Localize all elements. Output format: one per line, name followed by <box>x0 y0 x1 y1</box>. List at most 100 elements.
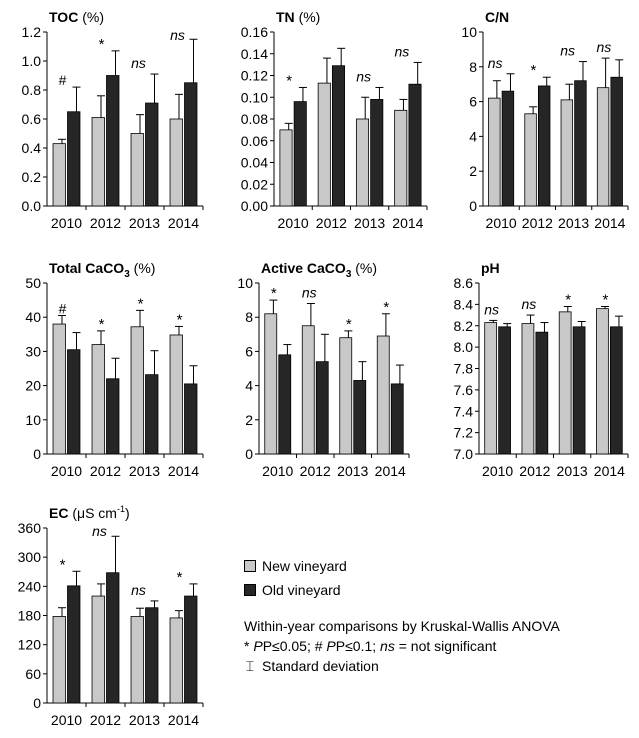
bar-new <box>317 82 331 207</box>
p10-text: P≤0.1; <box>335 638 381 654</box>
bar-old <box>609 326 623 455</box>
y-tick-label: 300 <box>18 549 42 565</box>
y-tick-label: 7.0 <box>454 446 474 462</box>
bar-old <box>501 90 515 207</box>
x-tick-label: 2010 <box>262 463 293 479</box>
x-tick-label: 2014 <box>594 463 625 479</box>
y-tick-label: 6 <box>469 94 477 110</box>
x-tick-label: 2010 <box>486 215 517 231</box>
chart-title: pH <box>481 260 500 276</box>
significance-label: ns <box>521 296 536 312</box>
y-tick-label: 8.6 <box>454 275 474 291</box>
chart-title-main: EC <box>49 505 68 521</box>
y-tick-label: 120 <box>18 637 42 653</box>
significance-label: ns <box>302 285 317 301</box>
x-tick-label: 2012 <box>300 463 331 479</box>
chart-title-main: TN <box>276 9 295 25</box>
y-tick-label: 8.4 <box>454 296 474 312</box>
bar-new <box>52 323 66 455</box>
bar-old <box>184 82 198 207</box>
bar-old <box>408 83 422 207</box>
sd-label: Standard deviation <box>262 658 379 674</box>
significance-label: * <box>602 292 608 309</box>
chart-title-main: Total CaCO <box>49 260 124 276</box>
bar-new <box>560 99 574 207</box>
p-italic-1: P <box>253 638 263 654</box>
chart-title-main: pH <box>481 260 500 276</box>
x-tick-label: 2014 <box>168 463 199 479</box>
legend-note-significance: * PP≤0.05; # PP≤0.1; ns = not significan… <box>244 636 496 656</box>
y-tick-label: 2 <box>245 412 253 428</box>
y-tick-label: 8 <box>245 309 253 325</box>
bar-new <box>301 325 315 455</box>
bar-old <box>574 80 587 207</box>
chart-title: TN (%) <box>276 9 320 25</box>
x-tick-label: 2013 <box>337 463 368 479</box>
bar-new <box>169 334 183 455</box>
x-tick-label: 2014 <box>392 215 423 231</box>
x-tick-label: 2012 <box>522 215 553 231</box>
bar-new <box>488 97 501 207</box>
bar-old <box>370 99 384 207</box>
significance-label: * <box>99 316 105 333</box>
y-tick-label: 20 <box>25 378 41 394</box>
x-tick-label: 2014 <box>375 463 406 479</box>
y-tick-label: 2 <box>469 163 477 179</box>
x-tick-label: 2012 <box>90 215 121 231</box>
bar-old <box>278 354 292 455</box>
bar-new <box>596 87 610 207</box>
x-tick-label: 2013 <box>129 215 160 231</box>
x-tick-label: 2010 <box>51 463 82 479</box>
significance-label: ns <box>170 27 185 43</box>
ns-description: = not significant <box>394 638 497 654</box>
x-tick-label: 2013 <box>558 215 589 231</box>
chart-title-subscript: 3 <box>346 269 352 280</box>
x-tick-label: 2014 <box>594 215 625 231</box>
y-tick-label: 10 <box>237 275 253 291</box>
bar-old <box>67 349 81 455</box>
p-italic-2: P <box>326 638 336 654</box>
significance-label: * <box>530 62 536 79</box>
y-tick-label: 0.10 <box>241 89 268 105</box>
legend-swatch-new <box>244 560 256 572</box>
chart-title-subscript: 3 <box>124 269 130 280</box>
significance-label: * <box>271 285 277 302</box>
significance-label: * <box>286 72 292 89</box>
y-tick-label: 240 <box>18 578 42 594</box>
bar-new <box>52 143 66 207</box>
bar-old <box>610 76 623 207</box>
bar-old <box>67 111 81 207</box>
y-tick-label: 1.2 <box>22 24 42 40</box>
y-tick-label: 10 <box>461 24 477 40</box>
chart-panel-6: pH 7.0 7.2 7.4 7.6 7.8 8.0 8.2 8.4 8.6 2010 ns 2012… <box>454 260 629 479</box>
chart-unit: (%) <box>82 9 104 25</box>
bar-new <box>339 337 353 455</box>
x-tick-label: 2012 <box>90 712 121 728</box>
significance-label: * <box>346 316 352 333</box>
chart-unit: (%) <box>299 9 321 25</box>
bar-new <box>130 616 144 704</box>
y-tick-label: 0.04 <box>241 155 268 171</box>
bar-old <box>145 607 159 704</box>
significance-label: * <box>565 292 571 309</box>
x-tick-label: 2010 <box>278 215 309 231</box>
bar-new <box>279 129 293 207</box>
bar-old <box>145 374 159 455</box>
x-tick-label: 2014 <box>168 215 199 231</box>
significance-label: ns <box>560 43 575 59</box>
x-tick-label: 2010 <box>51 215 82 231</box>
y-tick-label: 8.0 <box>454 339 474 355</box>
chart-title: TOC (%) <box>49 9 104 25</box>
bar-old <box>145 102 159 207</box>
y-tick-label: 7.4 <box>454 403 474 419</box>
legend-note-sd: ⌶ Standard deviation <box>244 656 379 677</box>
x-tick-label: 2010 <box>482 463 513 479</box>
x-tick-label: 2013 <box>557 463 588 479</box>
x-tick-label: 2013 <box>129 712 160 728</box>
y-tick-label: 0 <box>469 198 477 214</box>
bar-new <box>52 616 66 704</box>
bar-old <box>106 378 120 455</box>
y-tick-label: 0.16 <box>241 24 268 40</box>
y-tick-label: 4 <box>469 128 477 144</box>
legend-item-new: New vineyard <box>244 556 347 576</box>
